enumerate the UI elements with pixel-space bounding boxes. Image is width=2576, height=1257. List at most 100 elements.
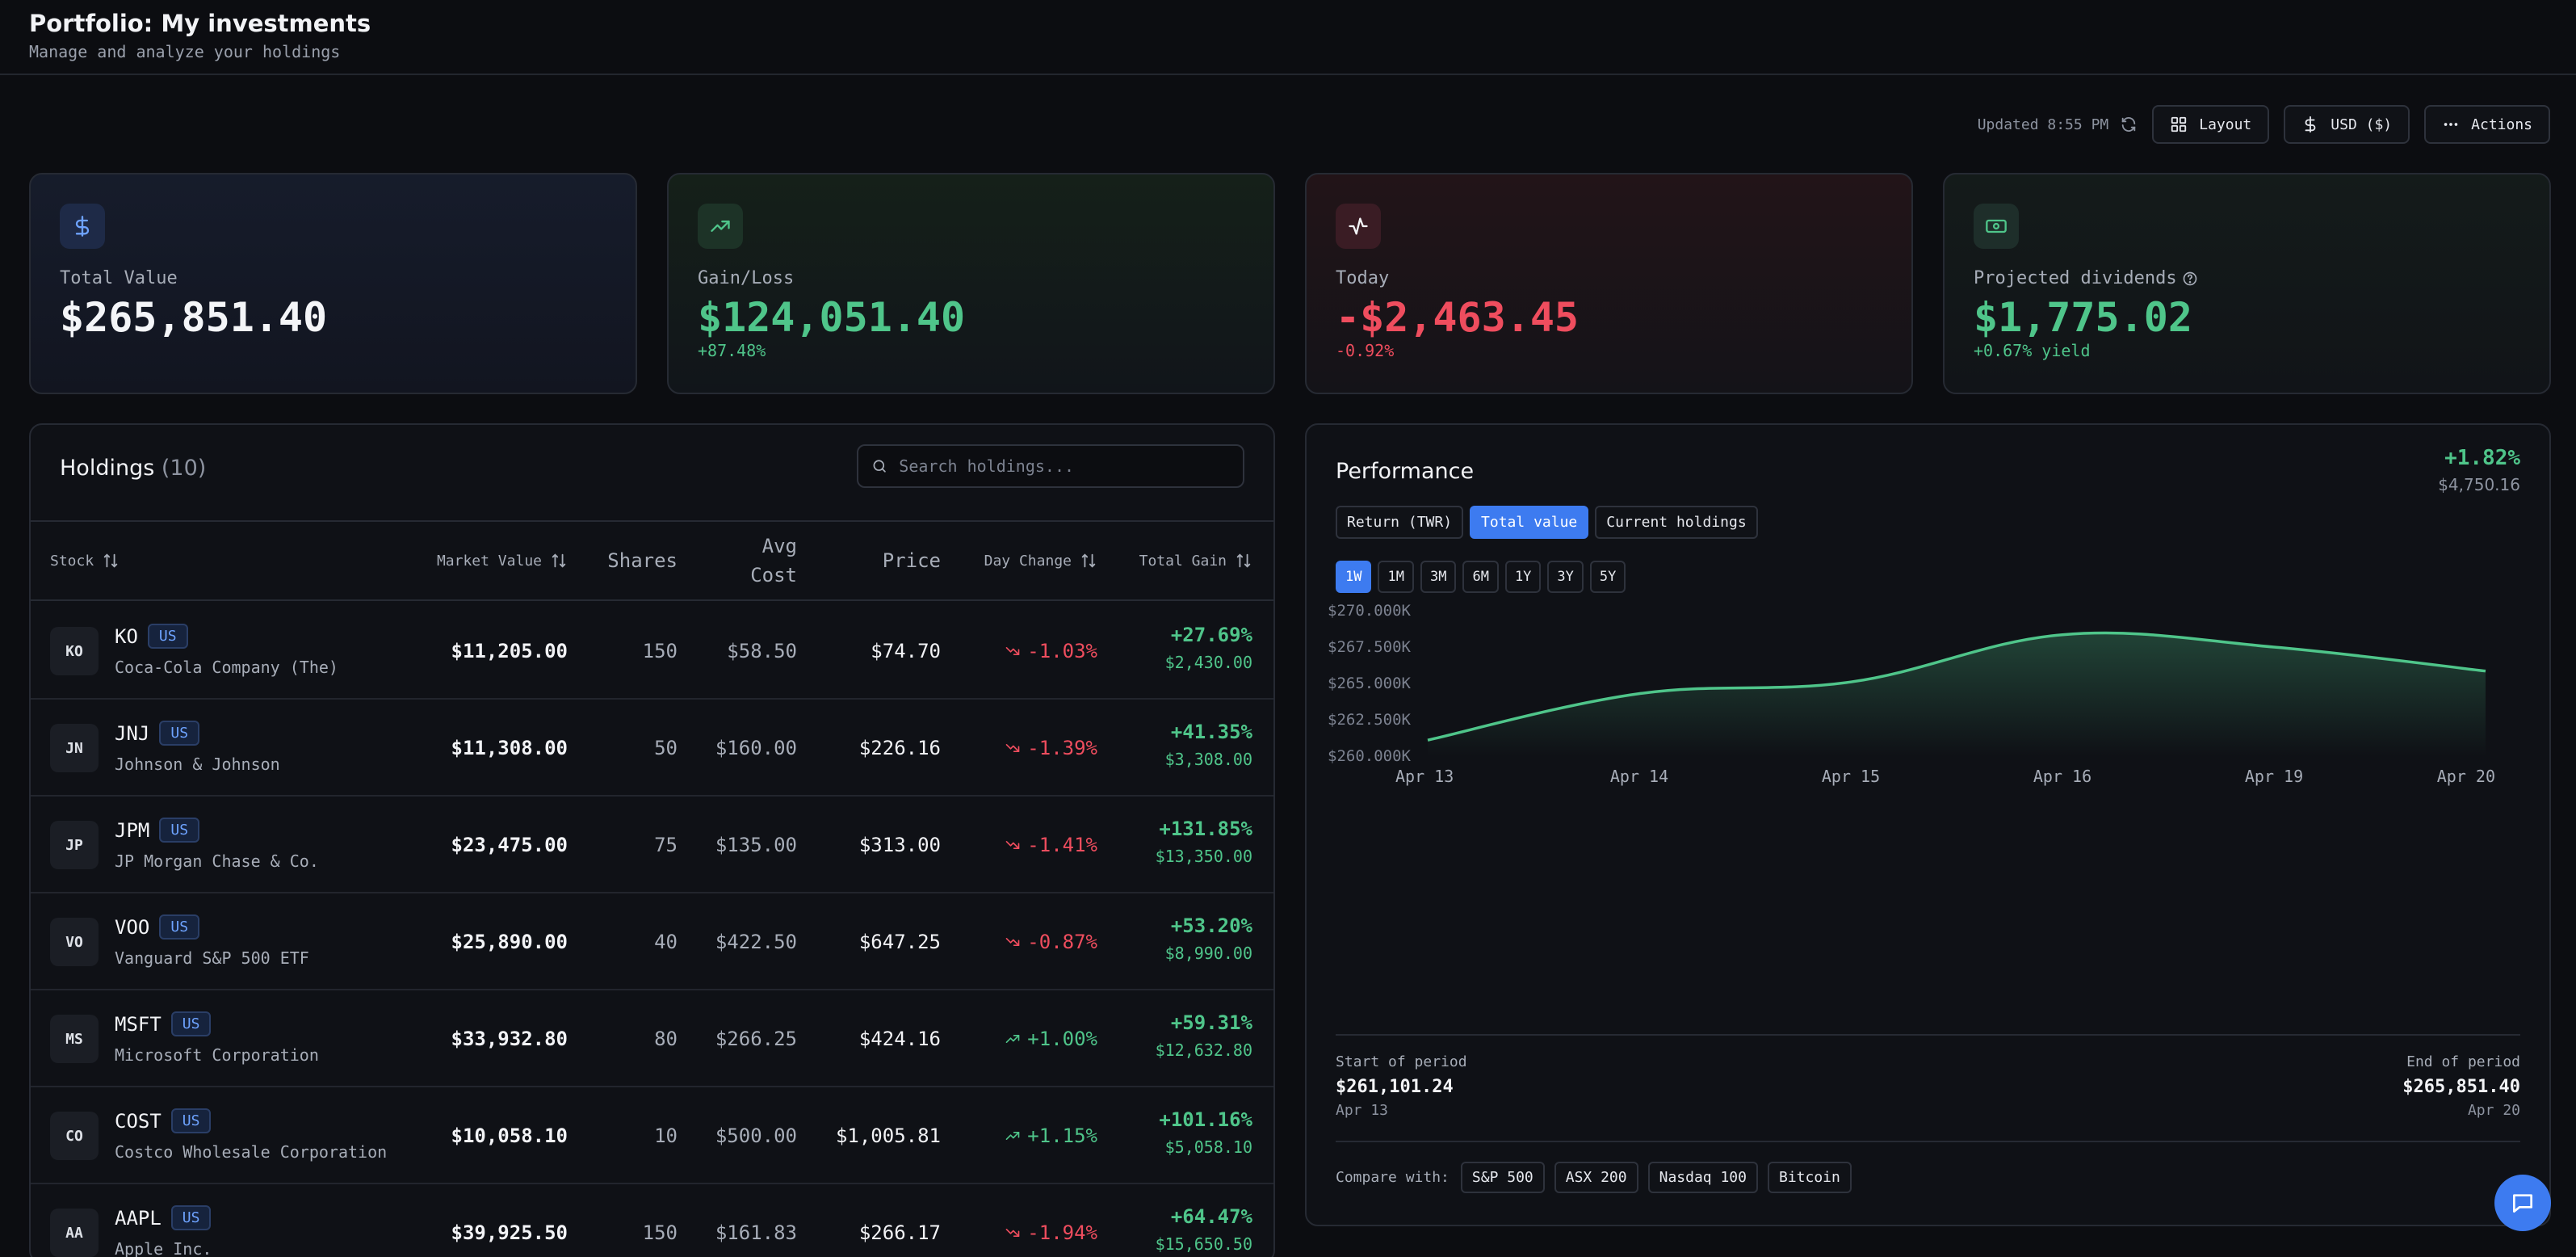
table-row[interactable]: AA AAPL US Apple Inc. $39,925.50 150 $161.83 $2… (31, 1184, 1273, 1257)
total-gain-cell: +131.85% $13,350.00 (1156, 818, 1252, 866)
range-tab[interactable]: 1M (1378, 561, 1414, 593)
stock-avatar: AA (50, 1209, 99, 1257)
currency-label: USD ($) (2331, 116, 2393, 133)
currency-button[interactable]: USD ($) (2284, 105, 2410, 144)
range-tab[interactable]: 5Y (1589, 561, 1626, 593)
day-change-value: -1.94% (1027, 1221, 1097, 1244)
actions-label: Actions (2471, 116, 2532, 133)
company-name: Microsoft Corporation (115, 1045, 319, 1065)
table-row[interactable]: JN JNJ US Johnson & Johnson $11,308.00 50 $160… (31, 700, 1273, 797)
trending-up-icon (1005, 1035, 1020, 1043)
actions-button[interactable]: Actions (2424, 105, 2550, 144)
column-shares: Shares (607, 522, 678, 599)
layout-button[interactable]: Layout (2152, 105, 2270, 144)
x-tick-label: Apr 20 (2437, 767, 2495, 786)
x-tick-label: Apr 14 (1610, 767, 1668, 786)
gain-loss-icon-box (698, 204, 743, 249)
message-icon (2513, 1194, 2532, 1213)
range-tab[interactable]: 1Y (1504, 561, 1542, 593)
table-row[interactable]: CO COST US Costco Wholesale Corporation $10,… (31, 1087, 1273, 1184)
table-row[interactable]: KO KO US Coca-Cola Company (The) $11,205.00 1… (31, 603, 1273, 700)
table-row[interactable]: MS MSFT US Microsoft Corporation $33,932.80 8… (31, 990, 1273, 1087)
dividends-amount: $1,775.02 (1974, 294, 2192, 341)
column-price: Price (883, 522, 941, 599)
refresh-icon[interactable] (2120, 116, 2138, 133)
range-tab[interactable]: 3M (1420, 561, 1457, 593)
today-amount: -$2,463.45 (1336, 294, 1580, 341)
search-box (857, 444, 1244, 488)
column-day-change-label: Day Change (984, 552, 1072, 570)
end-of-period: End of period $265,851.40 Apr 20 (2402, 1053, 2520, 1119)
price-cell: $266.17 (858, 1221, 941, 1244)
table-row[interactable]: JP JPM US JP Morgan Chase & Co. $23,475.00 75… (31, 797, 1273, 893)
compare-option[interactable]: ASX 200 (1554, 1162, 1638, 1193)
banknote-icon (1986, 219, 2007, 233)
column-day-change[interactable]: Day Change (984, 522, 1097, 599)
divider (1336, 1141, 2520, 1142)
mode-tab[interactable]: Total value (1470, 506, 1589, 539)
performance-change-percent: +1.82% (2444, 446, 2520, 470)
sort-icon (552, 553, 566, 568)
page-title: Portfolio: My investments (29, 10, 371, 37)
avg-cost-cell: $500.00 (715, 1125, 797, 1147)
compare-option[interactable]: Nasdaq 100 (1647, 1162, 1758, 1193)
shares-cell: 150 (642, 1221, 678, 1244)
compare-option[interactable]: Bitcoin (1767, 1162, 1852, 1193)
today-icon-box (1336, 204, 1381, 249)
day-change-cell: +1.15% (1005, 1087, 1097, 1184)
column-market-value[interactable]: Market Value (437, 522, 568, 599)
market-value-cell: $23,475.00 (451, 834, 568, 856)
trending-down-icon (1005, 647, 1020, 655)
stock-ticker: MSFT US (115, 1011, 212, 1036)
avg-cost-cell: $161.83 (715, 1221, 797, 1244)
table-row[interactable]: VO VOO US Vanguard S&P 500 ETF $25,890.00 40 $… (31, 893, 1273, 990)
total-gain-amount: $8,990.00 (1164, 944, 1252, 963)
day-change-value: +1.15% (1027, 1125, 1097, 1147)
y-tick-label: $265.000K (1328, 675, 1412, 692)
range-tab[interactable]: 6M (1462, 561, 1499, 593)
total-gain-cell: +64.47% $15,650.50 (1156, 1205, 1252, 1254)
avg-cost-cell: $135.00 (715, 834, 797, 856)
company-name: Costco Wholesale Corporation (115, 1142, 388, 1162)
range-tab[interactable]: 1W (1336, 561, 1372, 593)
stock-avatar: CO (50, 1112, 99, 1160)
stock-avatar: JN (50, 724, 99, 772)
mode-tab[interactable]: Return (TWR) (1336, 506, 1464, 539)
range-tab[interactable]: 3Y (1547, 561, 1584, 593)
trending-up-icon (711, 221, 730, 232)
column-avg-cost-label-2: Cost (750, 564, 797, 586)
end-period-value: $265,851.40 (2402, 1077, 2520, 1097)
x-tick-label: Apr 16 (2033, 767, 2091, 786)
column-total-gain[interactable]: Total Gain (1139, 522, 1252, 599)
market-badge: US (147, 624, 188, 649)
total-gain-percent: +131.85% (1159, 818, 1252, 840)
column-stock[interactable]: Stock (50, 522, 120, 599)
day-change-value: -0.87% (1027, 931, 1097, 953)
y-tick-label: $262.500K (1328, 711, 1412, 729)
stock-avatar: KO (50, 627, 99, 675)
compare-option[interactable]: S&P 500 (1460, 1162, 1545, 1193)
dividends-label-text: Projected dividends (1974, 268, 2177, 288)
market-value-cell: $11,205.00 (451, 640, 568, 662)
search-input[interactable] (899, 456, 1230, 476)
avg-cost-cell: $58.50 (727, 640, 797, 662)
updated-status: Updated 8:55 PM (1978, 116, 2138, 133)
avg-cost-cell: $160.00 (715, 737, 797, 759)
holdings-title: Holdings (10) (60, 456, 206, 481)
stock-ticker: COST US (115, 1108, 212, 1133)
column-avg-cost-label-1: Avg (761, 535, 797, 557)
market-badge: US (159, 721, 200, 746)
market-value-cell: $11,308.00 (451, 737, 568, 759)
y-tick-label: $260.000K (1328, 747, 1412, 765)
market-value-cell: $39,925.50 (451, 1221, 568, 1244)
help-circle-icon[interactable] (2182, 271, 2198, 287)
shares-cell: 40 (654, 931, 678, 953)
market-value-cell: $33,932.80 (451, 1028, 568, 1050)
ticker-symbol: COST (115, 1109, 162, 1133)
mode-tab[interactable]: Current holdings (1595, 506, 1758, 539)
dollar-icon (2305, 116, 2316, 133)
x-tick-label: Apr 13 (1395, 767, 1454, 786)
market-badge: US (170, 1205, 212, 1230)
day-change-cell: +1.00% (1005, 990, 1097, 1087)
chat-button[interactable] (2494, 1175, 2551, 1231)
